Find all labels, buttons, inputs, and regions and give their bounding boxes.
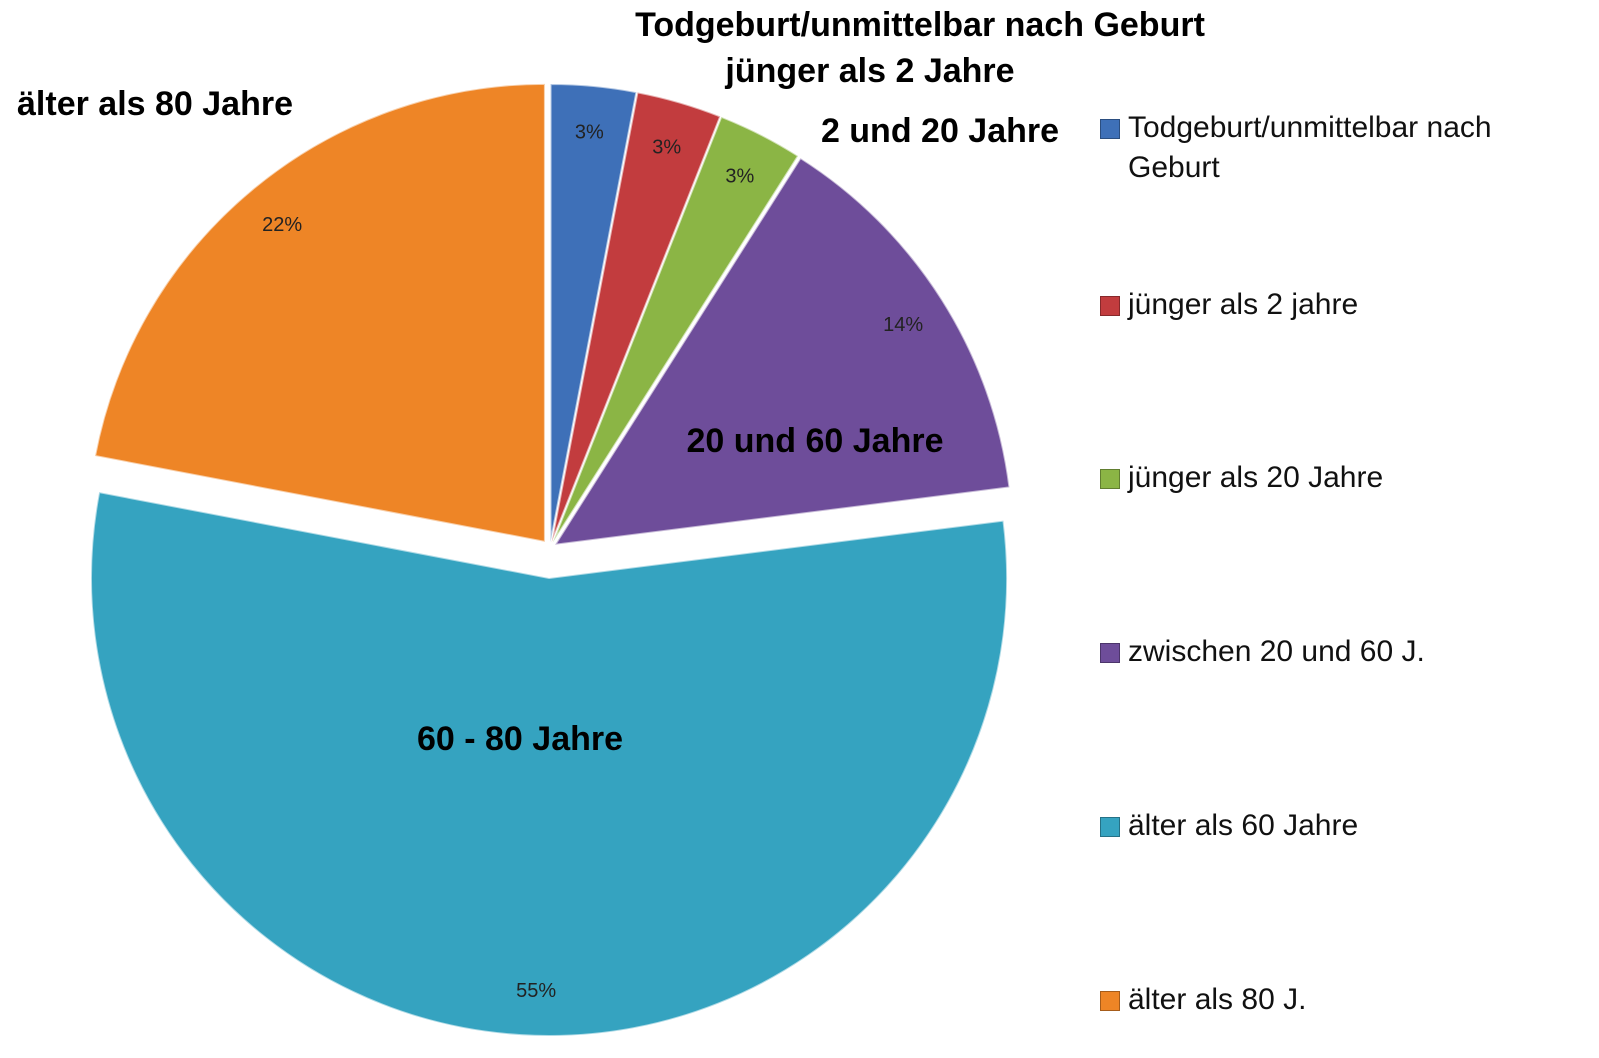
legend-item: jünger als 2 jahre [1100,285,1560,325]
annotation: Todgeburt/unmittelbar nach Geburt [635,6,1205,44]
legend-label: älter als 80 J. [1128,983,1307,1016]
pie-slice [90,490,1009,1037]
legend-label: Todgeburt/unmittelbar nach Geburt [1128,111,1492,184]
legend-swatch [1100,119,1120,139]
legend-swatch [1100,469,1120,489]
value-label: 55% [516,980,556,1002]
legend-item: Todgeburt/unmittelbar nach Geburt [1100,108,1560,188]
legend-label: jünger als 20 Jahre [1128,461,1384,494]
annotation: 20 und 60 Jahre [686,422,943,460]
pie-slice [551,115,800,544]
annotation: 2 und 20 Jahre [821,112,1059,150]
value-label: 3% [725,165,754,187]
legend-swatch [1100,296,1120,316]
legend-swatch [1100,991,1120,1011]
pie-slice [549,83,638,543]
annotation: jünger als 2 Jahre [724,52,1014,90]
value-label: 3% [652,136,681,158]
value-label: 14% [883,314,923,336]
legend-swatch [1100,817,1120,837]
value-label: 3% [575,122,604,144]
pie-slice [550,91,722,543]
legend-item: zwischen 20 und 60 J. [1100,632,1560,672]
legend-swatch [1100,643,1120,663]
legend-item: jünger als 20 Jahre [1100,458,1560,498]
value-label: 22% [262,214,302,236]
legend-label: jünger als 2 jahre [1128,288,1359,321]
annotation: älter als 80 Jahre [17,85,293,123]
legend-label: zwischen 20 und 60 J. [1128,635,1425,668]
pie-slice [93,82,546,544]
legend-item: älter als 60 Jahre [1100,806,1560,846]
legend-item: älter als 80 J. [1100,980,1560,1020]
annotation: 60 - 80 Jahre [417,720,623,758]
pie-slice [553,156,1011,547]
legend-label: älter als 60 Jahre [1128,809,1359,842]
